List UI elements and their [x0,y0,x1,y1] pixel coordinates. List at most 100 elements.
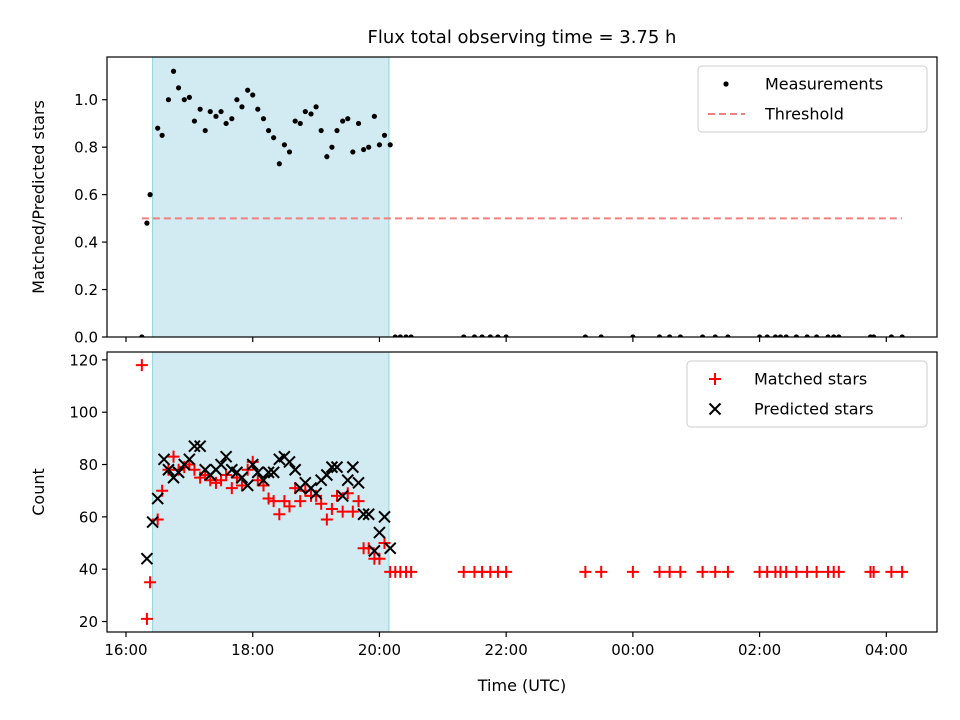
measurement-point [725,334,731,337]
legend-swatch [709,373,721,385]
y-tick-label: 120 [69,351,98,369]
matched-star-point [251,474,264,487]
predicted-star-point [320,468,334,482]
matched-star-point [352,495,365,508]
measurement-point [213,113,219,119]
predicted-star-point [346,460,360,474]
measurement-point [207,108,213,115]
measurement-point [350,149,356,155]
counts-panel: 20 40 60 80 100 120 16:00 18:00 20:00 22:00 00:00 0… [29,351,938,695]
measurement-point [831,334,837,337]
measurement-point [495,334,501,337]
y-tick-label: 0.0 [74,329,98,347]
matched-star-point [273,508,286,521]
matched-star-point [294,495,307,508]
legend-box [697,65,928,133]
predicted-star-point [219,450,233,463]
measurement-point [836,334,842,337]
matched-star-point [674,565,687,578]
predicted-star-point [330,460,344,474]
matched-star-point [500,565,513,578]
measurement-point [772,334,779,337]
y-tick-label: 60 [79,508,98,526]
matched-star-point [663,565,676,578]
measurement-point [186,94,192,100]
measurement-point [159,132,165,138]
predicted-star-point [262,466,275,479]
measurement-point [229,116,235,122]
matched-star-point [336,505,349,518]
x-tick-label: 18:00 [231,641,274,659]
predicted-star-point [151,492,164,505]
x-tick-label: 02:00 [738,641,781,659]
series-measurements [139,68,905,337]
measurements-panel: 0.0 0.2 0.4 0.6 0.8 1.0 Matched/Predicted star… [29,56,938,347]
matched-star-point [405,565,418,578]
y-tick-label: 80 [79,456,98,474]
measurement-point [202,127,208,134]
matched-star-point [595,565,608,578]
y-tick-label: 0.8 [74,139,98,157]
matched-star-point [283,500,296,513]
measurement-point [218,108,224,115]
measurement-point [381,132,388,138]
measurement-point [871,334,877,337]
measurement-point [630,334,636,337]
measurement-point [318,127,324,134]
matched-star-point [209,476,222,489]
legend: Measurements Threshold [697,65,928,133]
predicted-star-point [246,458,259,471]
matched-star-point [457,565,470,578]
measurement-point [712,334,718,337]
matched-star-point [262,492,275,505]
predicted-star-point [146,515,159,529]
matched-star-point [790,565,803,578]
legend-swatch [723,81,729,87]
measurement-point [223,120,229,127]
matched-star-point [696,565,709,578]
predicted-star-point [214,458,228,471]
measurement-point [397,334,403,337]
matched-star-point [320,513,333,526]
axes-frame [106,351,938,633]
axes-frame [106,56,938,338]
predicted-star-point [172,466,185,479]
matched-star-point [341,487,354,500]
legend-label: Matched stars [754,370,867,389]
matched-star-point [278,495,291,508]
legend-swatch [708,402,722,416]
matched-star-point [144,576,157,589]
measurement-point [286,149,293,155]
measurement-point [245,87,251,93]
measurement-point [155,125,161,131]
predicted-star-point [188,439,201,453]
predicted-star-point [140,552,154,565]
observing-interval-shade [152,351,390,633]
legend-label: Measurements [765,75,883,94]
measurement-point [366,144,372,150]
measurement-point [281,142,288,148]
measurement-point [271,135,277,141]
measurement-point [175,85,182,91]
measurement-point [461,334,467,337]
measurement-point [764,334,770,337]
measurement-point [656,334,663,337]
matched-star-point [709,565,722,578]
measurement-point [408,334,414,337]
matched-star-point [325,503,338,516]
measurement-point [814,334,820,337]
legend: Matched stars Predicted stars [686,360,928,428]
measurement-point [260,116,267,122]
chart-title: Flux total observing time = 3.75 h [368,27,677,48]
matched-star-point [346,505,359,518]
measurement-point [170,68,177,74]
matched-star-point [896,565,909,578]
matched-star-point [867,565,880,578]
matched-star-point [810,565,823,578]
measurement-point [376,142,383,148]
measurement-point [756,334,763,337]
predicted-star-point [183,453,196,466]
predicted-star-point [357,508,370,521]
predicted-star-point [362,508,375,521]
